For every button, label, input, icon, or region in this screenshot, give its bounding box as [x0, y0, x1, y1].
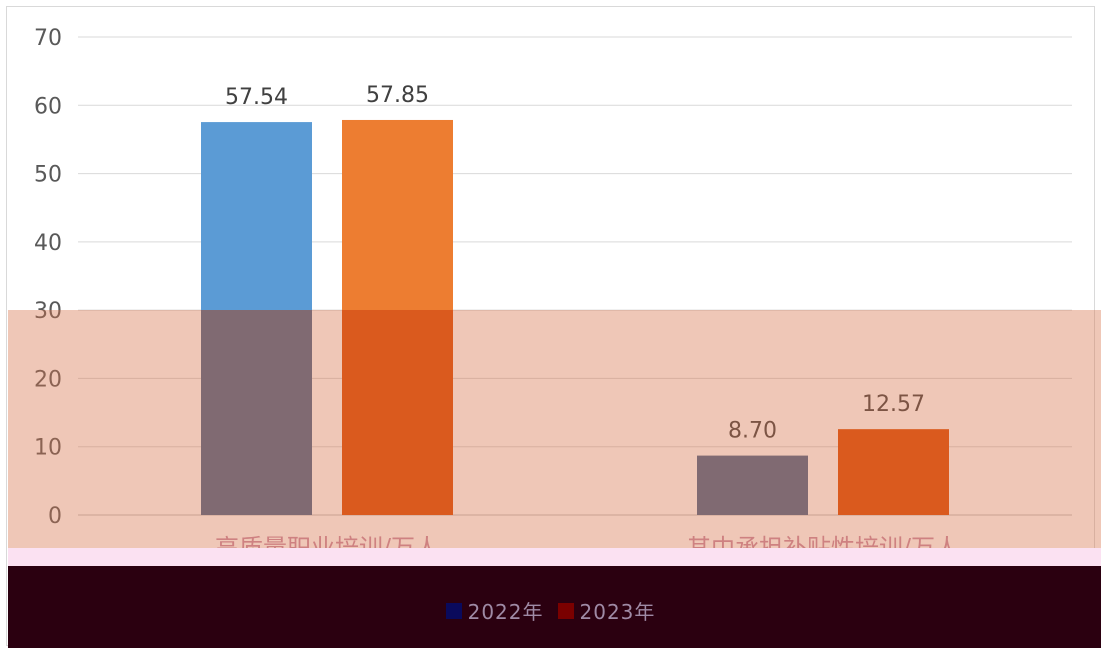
y-tick-label: 20 [34, 367, 62, 392]
y-tick-label: 50 [34, 163, 62, 188]
bar [342, 119, 453, 311]
bar [201, 122, 312, 310]
legend-item-2022: 2022年 [445, 596, 544, 625]
y-tick-label: 0 [48, 504, 62, 529]
y-tick-label: 60 [34, 94, 62, 119]
legend-swatch-2023 [557, 602, 574, 619]
y-tick-label: 30 [34, 299, 62, 324]
legend-swatch-2022 [445, 602, 462, 619]
data-label: 57.54 [225, 85, 288, 110]
legend-label-2023: 2023年 [579, 600, 656, 624]
legend-label-2022: 2022年 [467, 600, 544, 624]
legend-item-2023: 2023年 [557, 596, 656, 625]
bar [838, 429, 949, 515]
data-label: 12.57 [862, 392, 925, 417]
data-label: 8.70 [728, 419, 777, 444]
data-label: 57.85 [366, 83, 429, 108]
y-tick-label: 70 [34, 26, 62, 51]
y-tick-label: 10 [34, 436, 62, 461]
bar-lower-segment [201, 310, 312, 515]
category-label: 高质量职业培训/万人 [215, 534, 439, 562]
legend: 2022年 2023年 [0, 596, 1101, 625]
bar-lower-segment [342, 310, 453, 515]
category-label: 其中承担补贴性培训/万人 [687, 534, 959, 562]
y-tick-label: 40 [34, 231, 62, 256]
bar [697, 455, 808, 515]
